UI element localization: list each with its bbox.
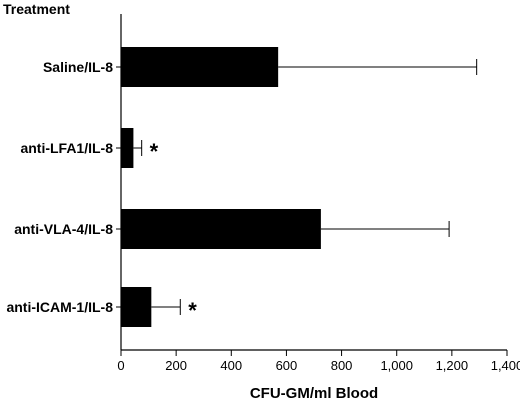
category-label: anti-LFA1/IL-8 bbox=[20, 140, 113, 156]
category-label: anti-ICAM-1/IL-8 bbox=[6, 299, 113, 315]
x-tick-label: 800 bbox=[331, 358, 353, 373]
x-tick-label: 400 bbox=[220, 358, 242, 373]
x-tick-label: 0 bbox=[117, 358, 124, 373]
x-tick-label: 200 bbox=[165, 358, 187, 373]
bar bbox=[121, 47, 279, 87]
x-tick-label: 600 bbox=[276, 358, 298, 373]
significance-asterisk: * bbox=[150, 139, 159, 164]
category-label: Saline/IL-8 bbox=[43, 59, 113, 75]
x-tick-label: 1,200 bbox=[436, 358, 469, 373]
x-axis-title: CFU-GM/ml Blood bbox=[250, 385, 378, 402]
y-axis-title: Treatment bbox=[3, 1, 70, 17]
bar bbox=[121, 287, 152, 327]
plot-area: 0 200 400 600 800 1,000 1,200 1,400 Saline/IL-8 a… bbox=[6, 14, 520, 373]
x-tick-label: 1,000 bbox=[380, 358, 413, 373]
bar bbox=[121, 128, 134, 168]
significance-asterisk: * bbox=[188, 298, 197, 323]
x-tick-label: 1,400 bbox=[491, 358, 520, 373]
category-label: anti-VLA-4/IL-8 bbox=[14, 221, 113, 237]
bar bbox=[121, 209, 321, 249]
